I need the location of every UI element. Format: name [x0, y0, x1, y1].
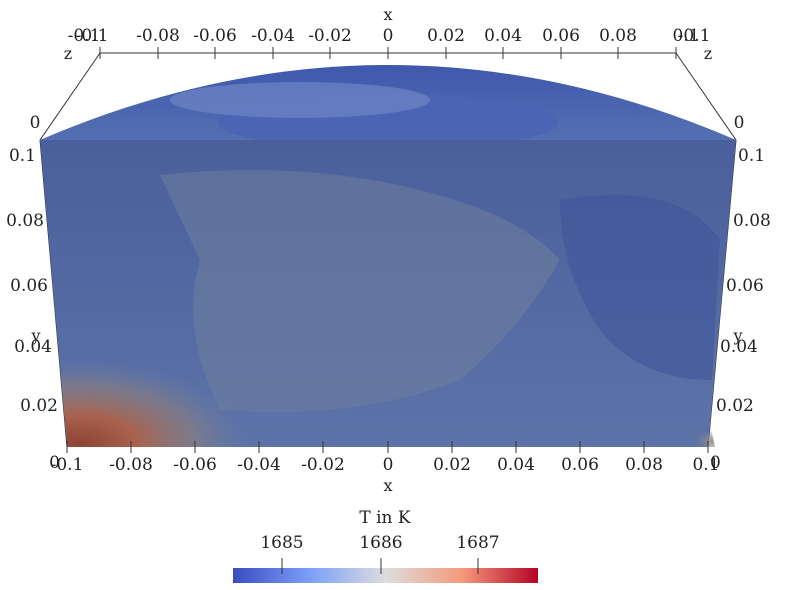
- svg-text:-0.1: -0.1: [678, 26, 711, 46]
- svg-text:0.06: 0.06: [726, 276, 764, 296]
- top-x-tick-labels: -0.1 -0.08 -0.06 -0.04 -0.02 0 0.02 0.04…: [76, 26, 700, 46]
- svg-text:-0.04: -0.04: [237, 455, 281, 475]
- colorbar-tick-label: 1685: [260, 533, 303, 553]
- colorbar-tick-label: 1686: [359, 533, 402, 553]
- svg-text:0.04: 0.04: [497, 455, 535, 475]
- left-axis-z-label: z: [64, 44, 72, 63]
- svg-text:0.08: 0.08: [625, 455, 663, 475]
- bottom-axis-x-label: x: [383, 476, 392, 495]
- top-axis-x-label: x: [383, 5, 392, 24]
- svg-text:-0.04: -0.04: [251, 26, 295, 46]
- svg-text:0.1: 0.1: [672, 26, 699, 46]
- svg-text:0: 0: [49, 453, 60, 473]
- svg-text:0.08: 0.08: [6, 211, 44, 231]
- svg-text:0: 0: [383, 26, 394, 46]
- svg-text:-0.02: -0.02: [301, 455, 345, 475]
- left-axis-y-label: y: [30, 326, 40, 345]
- svg-text:0.08: 0.08: [733, 211, 771, 231]
- colorbar-tick-label: 1687: [456, 533, 499, 553]
- colorbar-gradient: [233, 568, 538, 583]
- svg-text:-0.08: -0.08: [109, 455, 153, 475]
- colorbar: T in K 1685 1686 1687: [233, 508, 538, 583]
- svg-text:0.02: 0.02: [20, 396, 58, 416]
- svg-text:0.06: 0.06: [10, 276, 48, 296]
- bottom-x-tick-labels: -0.1 -0.08 -0.06 -0.04 -0.02 0 0.02 0.04…: [51, 455, 720, 475]
- svg-text:0.04: 0.04: [720, 337, 758, 357]
- right-axis-z-label: z: [704, 44, 712, 63]
- svg-text:-0.08: -0.08: [136, 26, 180, 46]
- svg-text:0.02: 0.02: [427, 26, 465, 46]
- top-light-band: [170, 82, 430, 118]
- svg-text:0: 0: [734, 113, 745, 133]
- svg-text:-0.1: -0.1: [51, 455, 84, 475]
- svg-text:0.04: 0.04: [484, 26, 522, 46]
- svg-text:0.06: 0.06: [561, 455, 599, 475]
- right-y-tick-labels: 0.1 0.08 0.06 0.04 0.02 0: [710, 146, 771, 473]
- svg-text:0.1: 0.1: [9, 146, 36, 166]
- svg-text:0: 0: [30, 113, 41, 133]
- bottom-tick-marks: [66, 441, 709, 453]
- svg-text:0.08: 0.08: [599, 26, 637, 46]
- svg-text:0.02: 0.02: [433, 455, 471, 475]
- cool-right-region: [560, 195, 720, 380]
- hot-bottom-left: [55, 293, 360, 447]
- svg-text:-0.02: -0.02: [308, 26, 352, 46]
- svg-text:0: 0: [710, 453, 721, 473]
- svg-text:0.04: 0.04: [14, 337, 52, 357]
- left-y-tick-labels: 0.1 0.08 0.06 0.04 0.02 0: [6, 146, 60, 473]
- top-tick-marks: [99, 47, 677, 59]
- svg-text:-0.06: -0.06: [193, 26, 237, 46]
- right-axis-y-label: y: [732, 326, 742, 345]
- svg-text:0: 0: [383, 455, 394, 475]
- svg-text:0.1: 0.1: [692, 455, 719, 475]
- svg-text:-0.06: -0.06: [173, 455, 217, 475]
- svg-text:0.1: 0.1: [738, 146, 765, 166]
- z-tick-labels: 0 -0.1 0 -0.1: [30, 26, 745, 133]
- warm-bottom-right: [600, 376, 715, 447]
- svg-text:-0.1: -0.1: [76, 26, 109, 46]
- svg-text:-0.1: -0.1: [68, 26, 101, 46]
- svg-text:0.06: 0.06: [542, 26, 580, 46]
- colorbar-title: T in K: [359, 508, 411, 528]
- svg-text:0.02: 0.02: [716, 396, 754, 416]
